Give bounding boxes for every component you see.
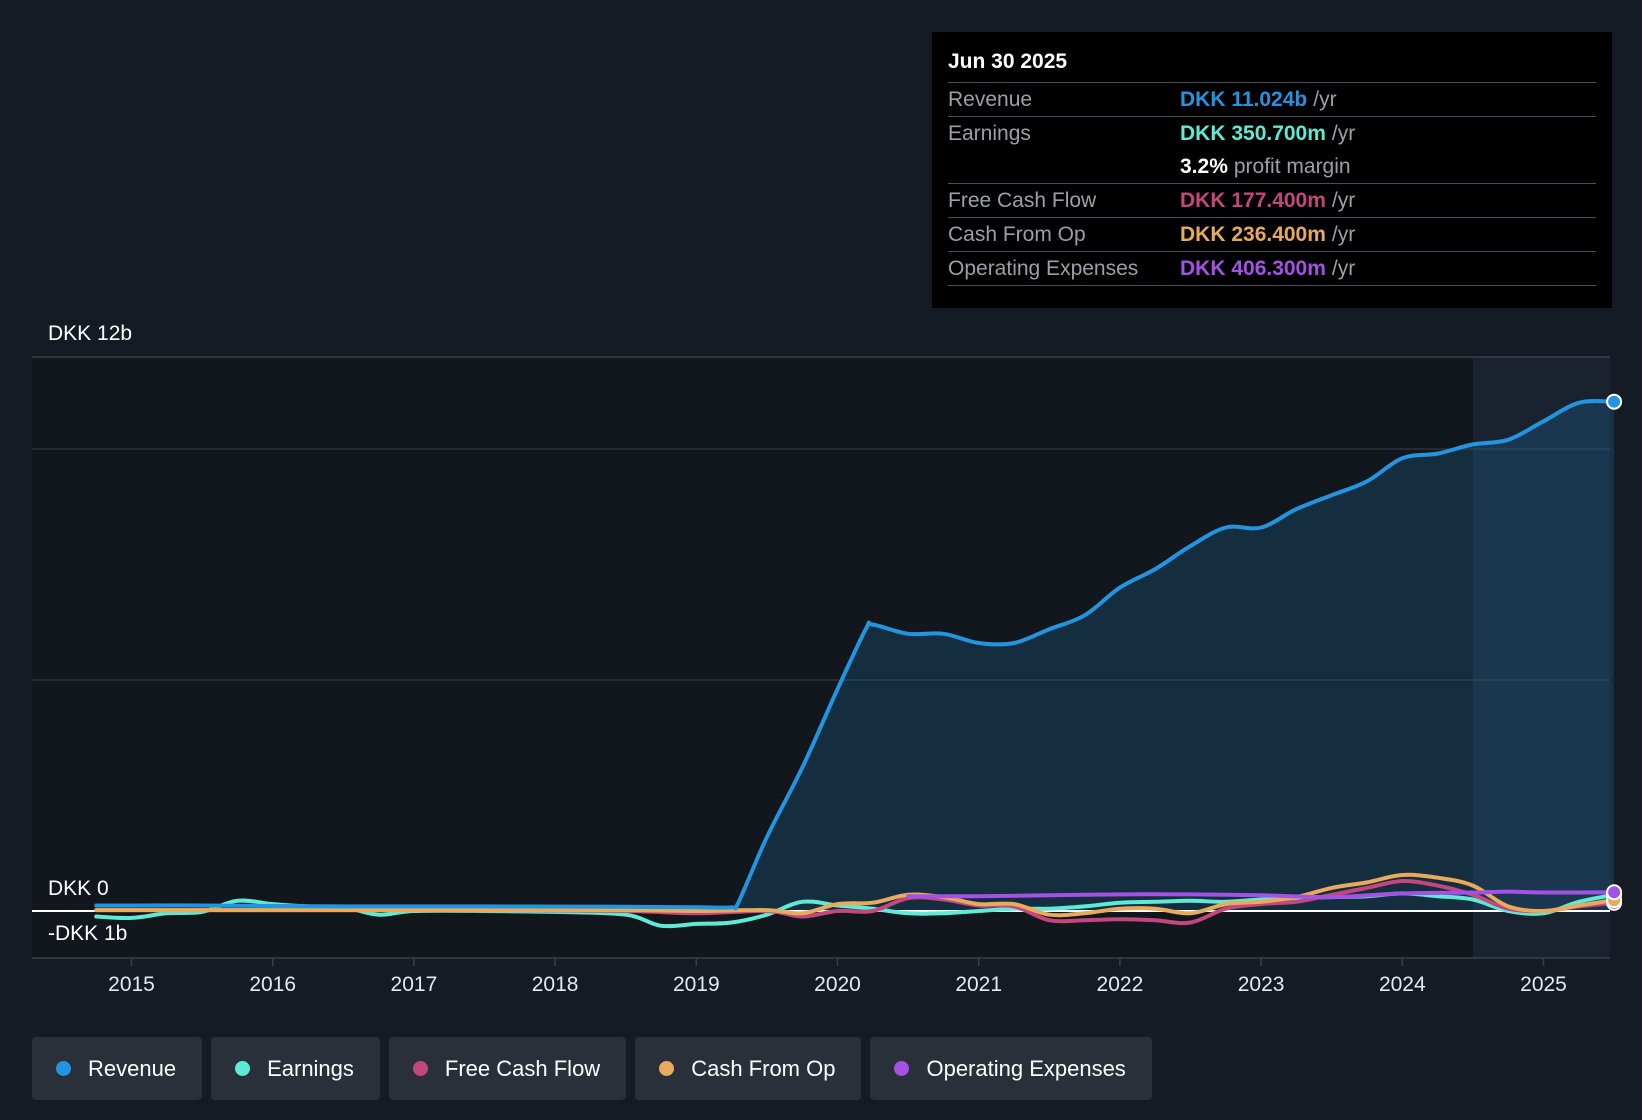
legend-label: Operating Expenses — [926, 1055, 1126, 1081]
x-tick-label: 2021 — [955, 973, 1002, 996]
tooltip-unit: /yr — [1331, 257, 1356, 280]
tooltip-fcf-value: DKK 177.400m — [1180, 189, 1326, 212]
legend-item-earnings[interactable]: Earnings — [211, 1037, 380, 1100]
operating-expenses-line — [906, 889, 1617, 900]
legend-dot-icon — [56, 1061, 71, 1076]
x-tick-label: 2018 — [532, 973, 579, 996]
tooltip-unit: /yr — [1331, 223, 1356, 246]
x-tick-label: 2022 — [1097, 973, 1144, 996]
x-tick-label: 2015 — [108, 973, 155, 996]
legend: Revenue Earnings Free Cash Flow Cash Fro… — [32, 1037, 1161, 1100]
legend-dot-icon — [659, 1061, 675, 1076]
legend-item-operating-expenses[interactable]: Operating Expenses — [870, 1037, 1152, 1100]
tooltip-opex-label: Operating Expenses — [948, 257, 1139, 280]
legend-dot-icon — [412, 1061, 428, 1076]
y-axis-bottom-label: -DKK 1b — [48, 922, 127, 945]
tooltip-opex-value: DKK 406.300m — [1180, 257, 1326, 280]
x-tick-label: 2019 — [673, 973, 720, 996]
plot-area — [32, 357, 1610, 958]
legend-label: Free Cash Flow — [444, 1055, 601, 1081]
legend-item-free-cash-flow[interactable]: Free Cash Flow — [388, 1037, 627, 1100]
y-axis-top-label: DKK 12b — [48, 322, 132, 345]
tooltip-cfo-value: DKK 236.400m — [1180, 223, 1326, 246]
cash-from-op-line — [94, 872, 1617, 918]
x-tick-label: 2024 — [1379, 973, 1426, 996]
tooltip-row-margin: 3.2% profit margin — [948, 150, 1596, 184]
tooltip-date: Jun 30 2025 — [948, 46, 1596, 83]
x-tick-label: 2020 — [814, 973, 861, 996]
tooltip-earnings-value: DKK 350.700m — [1180, 122, 1326, 145]
x-tick-label: 2016 — [249, 973, 296, 996]
legend-dot-icon — [235, 1061, 251, 1076]
tooltip-margin-label: profit margin — [1233, 155, 1351, 178]
x-tick-label: 2017 — [391, 973, 438, 996]
legend-label: Cash From Op — [691, 1055, 836, 1081]
x-tick-label: 2023 — [1238, 973, 1285, 996]
tooltip-earnings-label: Earnings — [948, 122, 1031, 145]
tooltip-revenue-label: Revenue — [948, 88, 1033, 111]
y-axis-zero-label: DKK 0 — [48, 877, 109, 900]
tooltip-row-opex: Operating Expenses DKK 406.300m/yr — [948, 252, 1596, 286]
tooltip-revenue-value: DKK 11.024b — [1180, 88, 1308, 111]
tooltip-unit: /yr — [1331, 122, 1356, 145]
revenue-end-marker — [1606, 393, 1623, 410]
legend-item-revenue[interactable]: Revenue — [32, 1037, 203, 1100]
legend-label: Revenue — [88, 1055, 177, 1081]
operating-expenses-end-marker — [1606, 884, 1623, 901]
tooltip-fcf-label: Free Cash Flow — [948, 189, 1097, 212]
x-tick-label: 2025 — [1520, 973, 1567, 996]
legend-item-cash-from-op[interactable]: Cash From Op — [635, 1037, 862, 1100]
revenue-line — [94, 399, 1617, 911]
legend-dot-icon — [894, 1061, 910, 1076]
tooltip-row-revenue: Revenue DKK 11.024b/yr — [948, 83, 1596, 116]
tooltip-unit: /yr — [1313, 88, 1337, 111]
recent-period-shade — [1472, 357, 1610, 958]
tooltip-unit: /yr — [1331, 189, 1356, 212]
legend-label: Earnings — [267, 1055, 354, 1081]
tooltip-margin-value: 3.2% — [1180, 155, 1228, 178]
tooltip-row-cfo: Cash From Op DKK 236.400m/yr — [948, 218, 1596, 252]
tooltip-row-fcf: Free Cash Flow DKK 177.400m/yr — [948, 184, 1596, 218]
tooltip-row-earnings: Earnings DKK 350.700m/yr — [948, 116, 1596, 150]
tooltip: Jun 30 2025 Revenue DKK 11.024b/yr Earni… — [932, 32, 1612, 308]
tooltip-cfo-label: Cash From Op — [948, 223, 1086, 246]
